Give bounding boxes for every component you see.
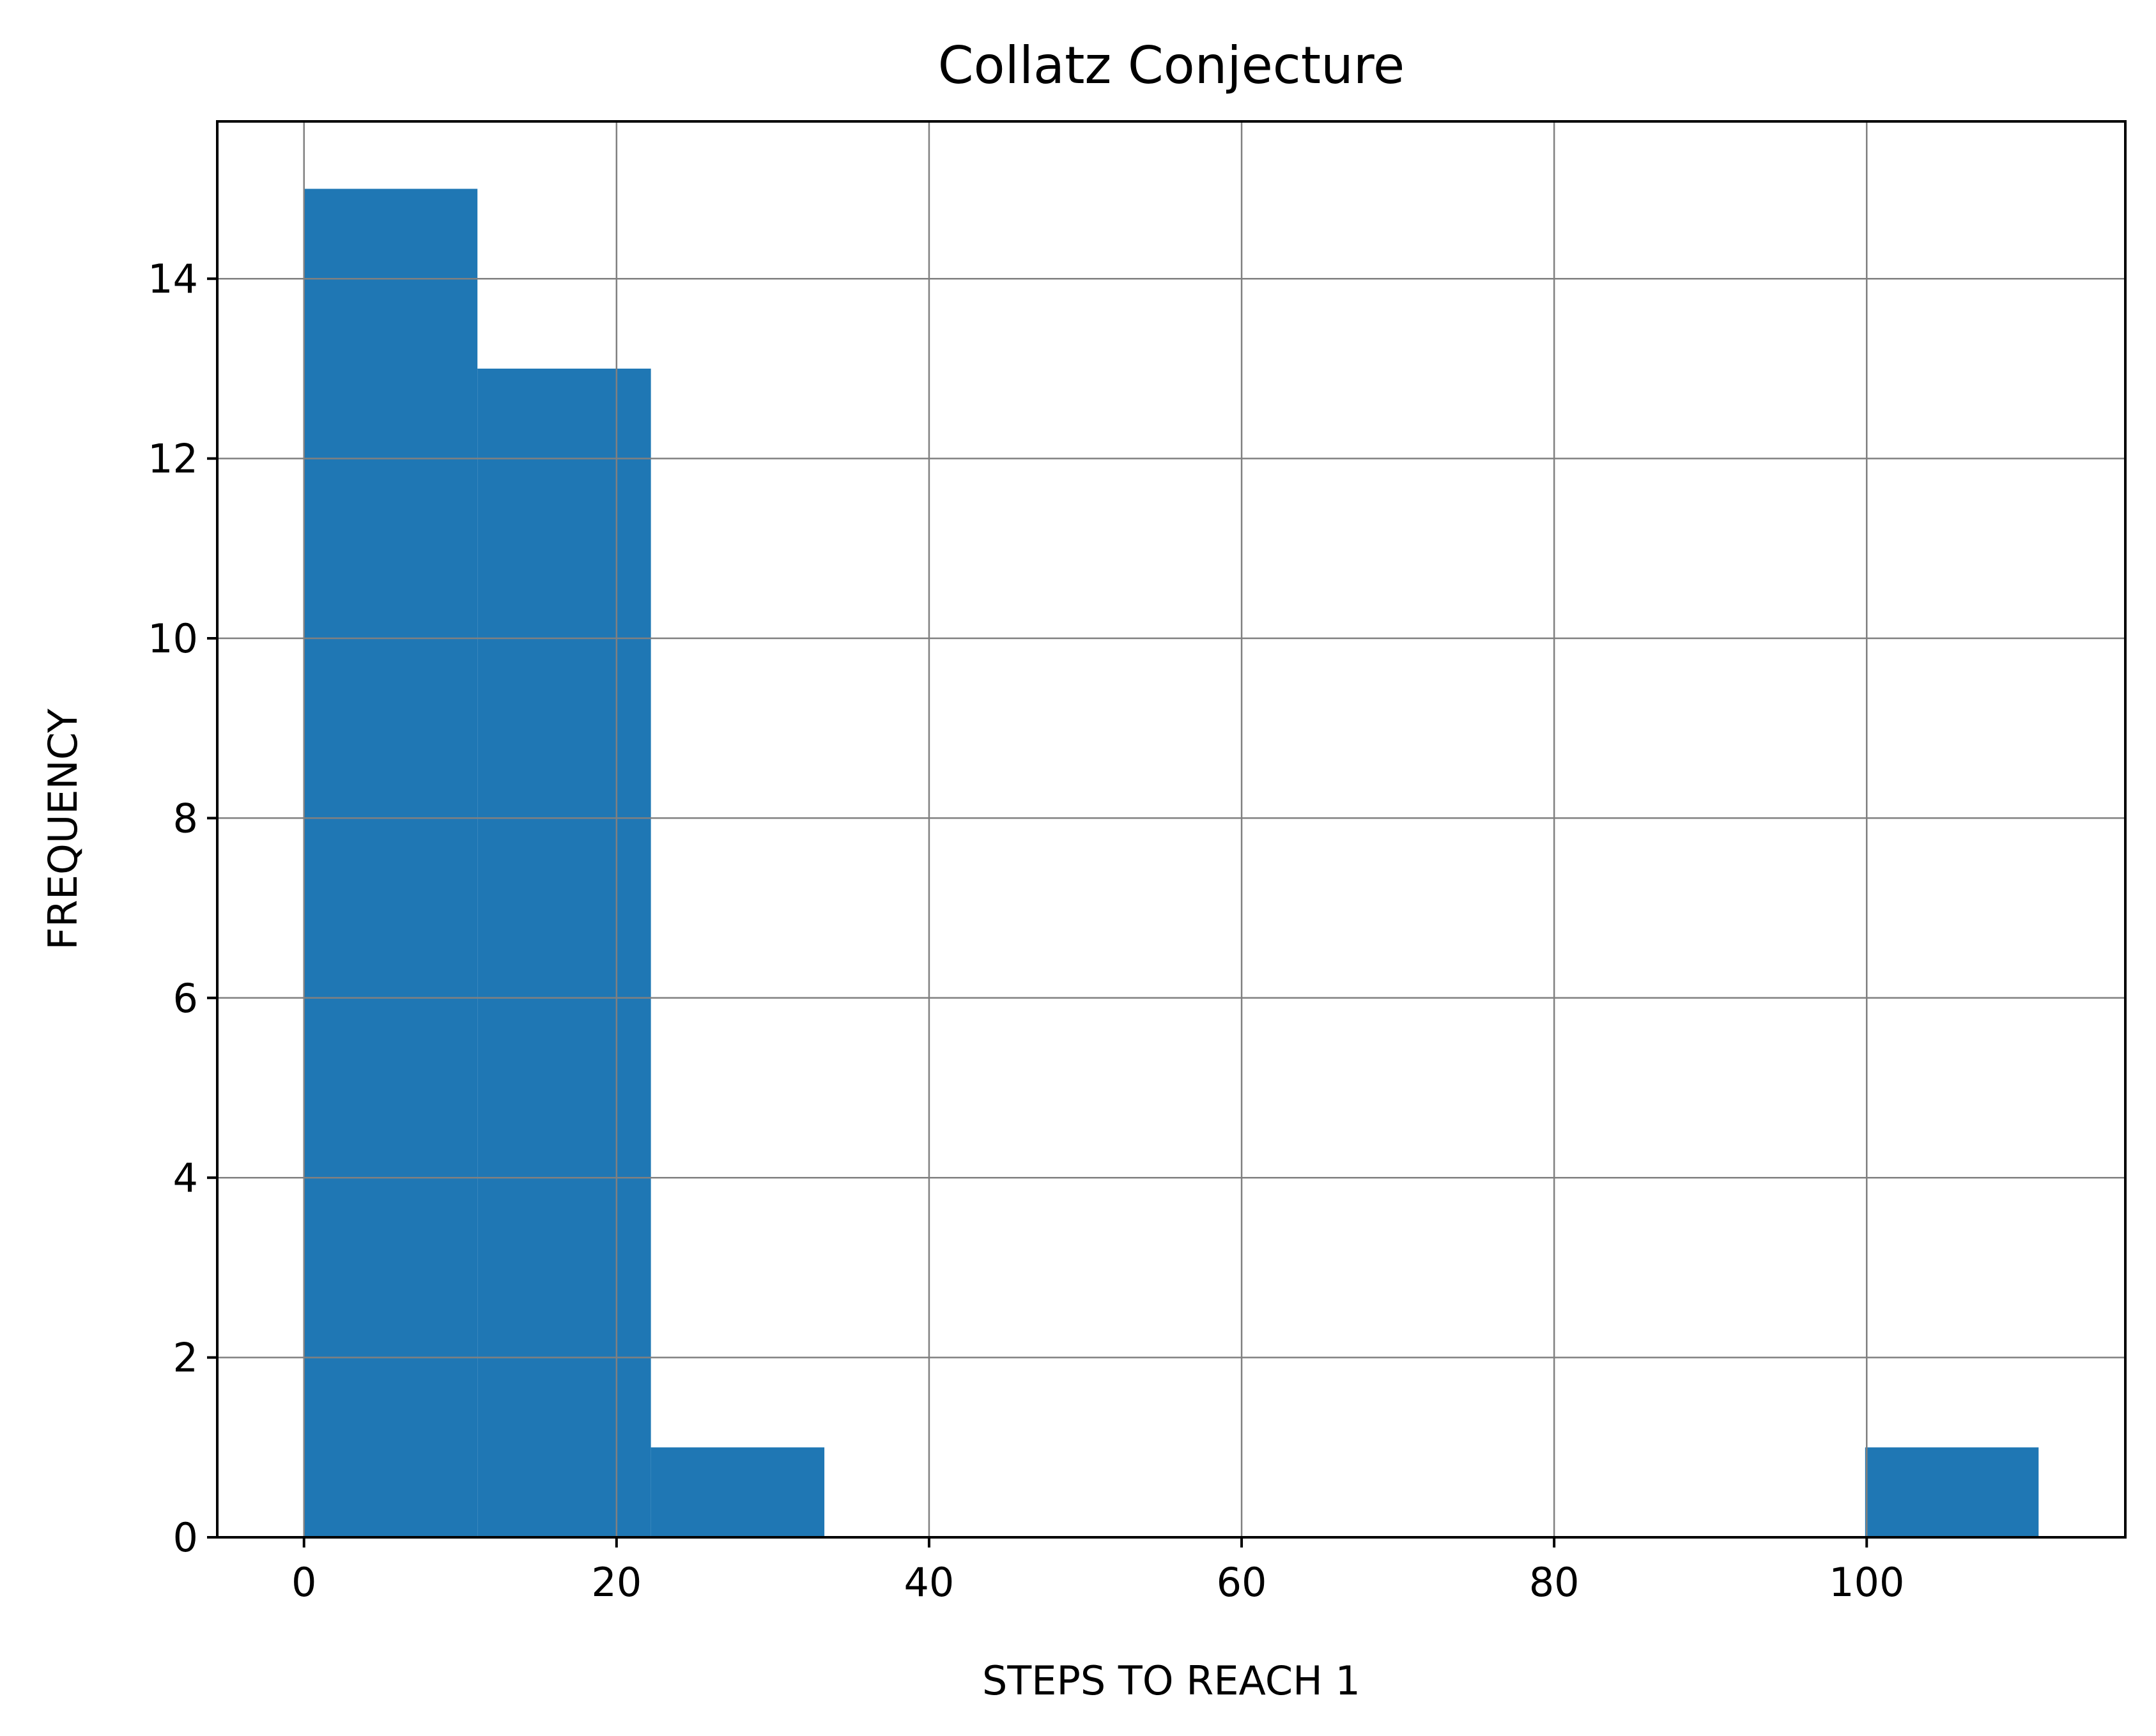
chart-title: Collatz Conjecture xyxy=(938,36,1405,95)
x-tick-label-2: 40 xyxy=(904,1559,954,1606)
histogram-bar-2 xyxy=(651,1447,825,1537)
ticks-group: 0 20 40 60 80 100 0 2 4 6 8 10 12 14 xyxy=(148,256,1904,1606)
bars-group xyxy=(304,188,2039,1537)
x-axis-label: STEPS TO REACH 1 xyxy=(982,1657,1360,1704)
x-tick-label-0: 0 xyxy=(291,1559,316,1606)
x-tick-label-3: 60 xyxy=(1217,1559,1267,1606)
y-axis-label: FREQUENCY xyxy=(40,709,86,950)
plot-frame xyxy=(216,120,2127,1539)
histogram-bar-9 xyxy=(1865,1447,2039,1537)
y-tick-label-2: 4 xyxy=(173,1155,198,1201)
y-tick-label-1: 2 xyxy=(173,1335,198,1381)
x-tick-label-1: 20 xyxy=(591,1559,642,1606)
histogram-bar-1 xyxy=(477,368,651,1537)
x-tick-label-4: 80 xyxy=(1529,1559,1580,1606)
y-tick-label-3: 6 xyxy=(173,975,198,1022)
x-tick-label-5: 100 xyxy=(1829,1559,1904,1606)
y-tick-label-5: 10 xyxy=(148,615,198,662)
y-tick-label-4: 8 xyxy=(173,795,198,841)
y-tick-label-6: 12 xyxy=(148,436,198,482)
y-tick-label-7: 14 xyxy=(148,256,198,302)
y-tick-label-0: 0 xyxy=(173,1514,198,1561)
histogram-bar-0 xyxy=(304,188,478,1537)
